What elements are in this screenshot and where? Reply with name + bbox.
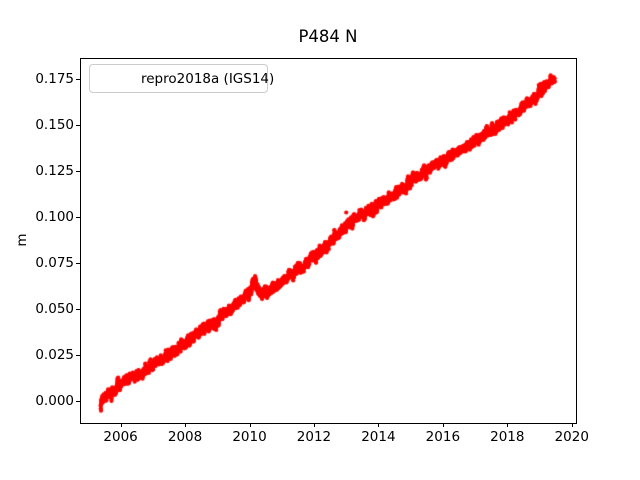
x-tick-mark [507, 423, 509, 427]
x-tick-mark [571, 423, 573, 427]
y-tick-label: 0.050 [35, 301, 74, 317]
x-tick-mark [249, 423, 251, 427]
x-tick-mark [120, 423, 122, 427]
x-tick-mark [442, 423, 444, 427]
plot-area [80, 58, 577, 424]
legend-entry-label: repro2018a (IGS14) [141, 70, 275, 87]
y-tick-label: 0.150 [35, 116, 74, 133]
y-tick-label: 0.075 [35, 255, 74, 271]
y-tick-label: 0.125 [35, 162, 74, 179]
plot-title: P484 N [298, 27, 358, 46]
y-axis-label: m [14, 233, 30, 247]
x-tick-label: 2008 [167, 429, 203, 445]
x-tick-mark [378, 423, 380, 427]
x-tick-mark [185, 423, 187, 427]
y-tick-mark [76, 263, 80, 264]
y-tick-label: 0.025 [35, 347, 74, 363]
x-tick-label: 2020 [554, 429, 589, 445]
scatter-canvas [81, 59, 576, 423]
x-tick-label: 2006 [103, 429, 138, 445]
y-tick-mark [76, 309, 80, 310]
y-tick-label: 0.175 [35, 70, 74, 87]
y-tick-mark [76, 355, 80, 356]
y-tick-mark [76, 216, 80, 218]
y-tick-label: 0.000 [35, 393, 74, 410]
legend: repro2018a (IGS14) [89, 64, 274, 93]
x-tick-label: 2010 [232, 429, 267, 445]
x-tick-label: 2012 [296, 429, 332, 445]
y-tick-mark [76, 124, 80, 126]
y-tick-mark [76, 78, 80, 80]
y-tick-mark [76, 401, 80, 403]
x-tick-label: 2014 [361, 429, 396, 445]
x-tick-mark [313, 423, 315, 427]
x-tick-label: 2016 [425, 429, 461, 445]
y-tick-mark [76, 170, 80, 172]
x-tick-label: 2018 [490, 429, 525, 445]
y-tick-label: 0.100 [35, 208, 74, 225]
